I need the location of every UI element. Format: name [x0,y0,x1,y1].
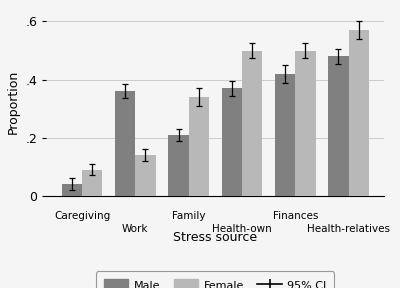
Text: Family: Family [172,211,206,221]
Bar [275,74,295,196]
Bar [222,88,242,196]
Text: Health-relatives: Health-relatives [307,224,390,234]
Text: Finances: Finances [273,211,318,221]
Bar [115,91,135,196]
Bar [242,50,262,196]
Bar [349,30,369,196]
X-axis label: Stress source: Stress source [173,231,257,244]
Text: Health-own: Health-own [212,224,272,234]
Text: Work: Work [122,224,148,234]
Bar [62,184,82,196]
Bar [135,155,156,196]
Bar [82,170,102,196]
Bar [295,50,316,196]
Bar [168,135,189,196]
Text: Caregiving: Caregiving [54,211,110,221]
Legend: Male, Female, 95% CI: Male, Female, 95% CI [96,272,334,288]
Bar [189,97,209,196]
Y-axis label: Proportion: Proportion [7,69,20,134]
Bar [328,56,349,196]
